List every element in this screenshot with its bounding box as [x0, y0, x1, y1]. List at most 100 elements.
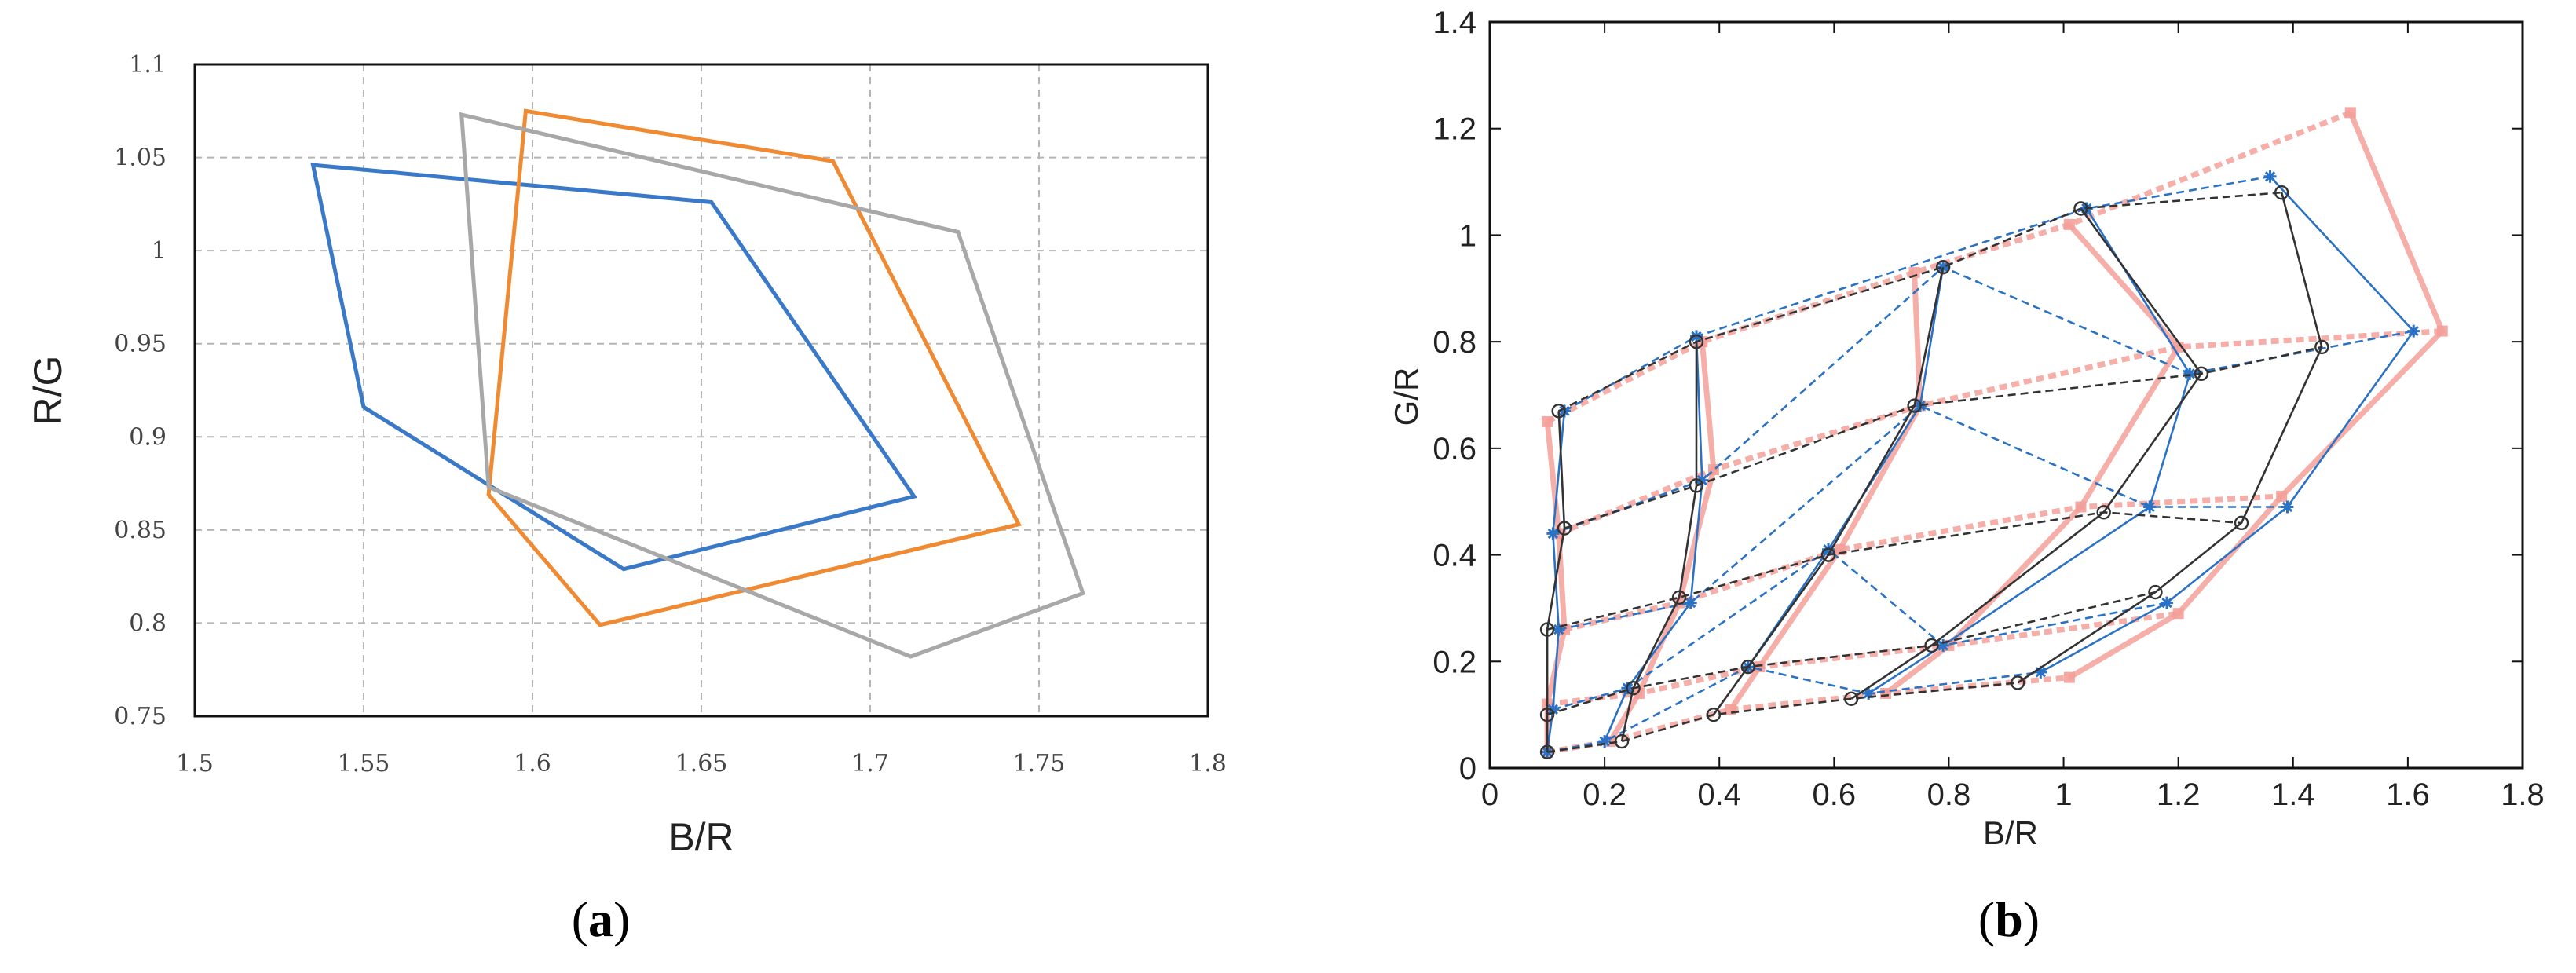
chart-b-marker-circle: [1740, 659, 1755, 675]
chart-b-x-tick-label: 0.2: [1583, 777, 1626, 812]
chart-b-marker-circle: [2234, 515, 2249, 531]
chart-a-y-tick-label: 0.8: [129, 609, 166, 637]
chart-b-x-tick-label: 0.8: [1927, 777, 1971, 812]
chart-b-series-1-line-b4: [1557, 328, 2442, 536]
chart-b-series-2: [1541, 170, 2420, 759]
chart-a-y-tick-label: 0.85: [114, 517, 166, 544]
chart-a-grid: [195, 64, 1208, 716]
chart-b-x-tick-label: 0.6: [1813, 777, 1857, 812]
chart-a-y-tick-label: 0.95: [114, 331, 166, 358]
chart-b-marker-star: [1822, 543, 1835, 556]
chart-b-marker-square: [1633, 688, 1645, 699]
chart-b-series-2-line-b3: [1558, 404, 2288, 631]
chart-b-marker-square: [1542, 415, 1553, 427]
chart-b-series-3-line-b5: [1558, 191, 2282, 412]
chart-b-marker-star: [2281, 500, 2294, 514]
chart-b-series-1-line-b3: [1564, 493, 2282, 633]
chart-b-marker-circle: [1706, 707, 1722, 722]
chart-a-x-tick-label: 1.75: [1013, 750, 1066, 777]
chart-b-marker-square: [1880, 688, 1892, 699]
chart-b-marker-circle: [2314, 339, 2329, 355]
chart-b-marker-star: [1552, 623, 1565, 636]
chart-b-series-1-line-b5: [1546, 110, 2352, 425]
chart-b-marker-circle: [1539, 707, 1555, 722]
chart-a-x-tick-label: 1.55: [338, 750, 390, 777]
chart-b-marker-circle: [2096, 505, 2111, 520]
chart-b-y-tick-label: 1: [1459, 218, 1476, 253]
chart-a-y-axis-label: R/G: [26, 356, 70, 426]
chart-b-series-2-line-a5: [2040, 175, 2415, 674]
chart-a-y-tick-label: 0.75: [114, 703, 166, 730]
chart-a: 1.5 1.55 1.6 1.65 1.7 1.75 1.8 0.750.80.850.90…: [26, 51, 1227, 859]
chart-b-marker-circle: [1844, 691, 1859, 706]
chart-b-marker-star: [1541, 745, 1554, 759]
chart-b-marker-circle: [1557, 521, 1572, 536]
chart-b-x-tick-label: 1.4: [2271, 777, 2315, 812]
chart-b-marker-square: [2075, 501, 2087, 513]
chart-a-y-tick-label: 0.9: [129, 423, 166, 451]
chart-b-marker-circle: [1689, 478, 1704, 493]
caption-b-close: ): [2023, 891, 2040, 947]
chart-b-x-tick-label: 0.4: [1697, 777, 1741, 812]
chart-b-series-1-line-a3: [1728, 272, 1923, 711]
chart-b-x-tick-label: 1.2: [2157, 777, 2201, 812]
chart-b-y-ticks: 0 0.2 0.4 0.6 0.8 1 1.2 1.4: [1433, 5, 2523, 786]
chart-b-marker-star: [1696, 474, 1709, 487]
chart-b-series-1: [1542, 107, 2448, 758]
chart-b-series-3-line-b1: [1546, 682, 2018, 753]
chart-b-series-2-line-a3: [1747, 266, 1945, 668]
chart-b-marker-circle: [1689, 334, 1704, 349]
chart-b-x-ticks: 0 0.2 0.4 0.6 0.8 1 1.2 1.4 1.6 1.8: [1481, 22, 2545, 812]
chart-b-marker-circle: [1539, 744, 1555, 759]
chart-b-series-3: [1539, 185, 2329, 759]
chart-b-y-tick-label: 0: [1459, 752, 1476, 786]
chart-b-marker-circle: [2194, 366, 2209, 382]
chart-a-y-ticks: 0.75 0.8 0.85 0.9 0.95 1 1.05 1.1: [114, 51, 166, 730]
chart-b-x-tick-label: 1.6: [2386, 777, 2430, 812]
caption-b-letter: b: [1995, 891, 2023, 947]
chart-b-marker-square: [2344, 107, 2356, 119]
chart-b-marker-circle: [1614, 733, 1630, 749]
chart-b-marker-circle: [1935, 259, 1951, 275]
chart-b-marker-star: [2034, 665, 2047, 679]
chart-b-x-axis-label: B/R: [1983, 814, 2038, 851]
chart-b-series-3-line-a2: [1620, 342, 1698, 742]
chart-b-marker-square: [2172, 608, 2184, 620]
caption-b-open: (: [1978, 891, 1995, 947]
chart-b-marker-square: [2063, 671, 2075, 683]
chart-a-x-tick-label: 1.8: [1189, 750, 1227, 777]
chart-b-marker-circle: [1539, 622, 1555, 637]
chart-b-marker-circle: [2073, 201, 2088, 216]
chart-a-x-tick-label: 1.65: [675, 750, 728, 777]
chart-b-marker-star: [2161, 596, 2174, 609]
chart-b-series-group: [1539, 107, 2448, 759]
chart-b-marker-star: [1546, 703, 1560, 716]
chart-a-x-tick-label: 1.5: [176, 750, 214, 777]
chart-b-y-tick-label: 1.4: [1433, 5, 1476, 40]
chart-a-x-tick-label: 1.7: [851, 750, 889, 777]
chart-b-marker-star: [1546, 527, 1560, 540]
chart-b-marker-star: [2183, 367, 2197, 380]
chart-b-y-tick-label: 0.2: [1433, 645, 1476, 679]
caption-b: (b): [1978, 891, 2040, 947]
chart-b-y-tick-label: 0.6: [1433, 432, 1476, 466]
chart-a-y-tick-label: 1: [152, 237, 166, 265]
chart-b-marker-square: [2276, 490, 2288, 502]
chart-b-marker-star: [1937, 638, 1950, 652]
chart-b-marker-circle: [2148, 584, 2163, 600]
chart-b-marker-circle: [1626, 681, 1641, 696]
chart-b-y-tick-label: 0.4: [1433, 539, 1476, 573]
caption-a-close: ): [613, 891, 630, 947]
chart-b-marker-star: [2143, 500, 2157, 514]
chart-a-series-group: [310, 108, 1086, 659]
chart-b-marker-star: [1684, 596, 1697, 609]
chart-b-y-tick-label: 0.8: [1433, 325, 1476, 360]
chart-b-series-2-line-b5: [1564, 175, 2270, 412]
chart-a-series-1-polygon: [310, 163, 918, 572]
chart-b-x-tick-label: 1.8: [2501, 777, 2545, 812]
chart-b-y-tick-label: 1.2: [1433, 112, 1476, 147]
chart-b-marker-circle: [1924, 638, 1939, 653]
chart-a-series-3-polygon: [459, 112, 1086, 659]
chart-a-series-2-polygon: [486, 108, 1022, 627]
